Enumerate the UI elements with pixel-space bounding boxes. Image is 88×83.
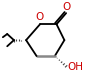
- Text: OH: OH: [68, 62, 84, 72]
- Text: O: O: [35, 12, 43, 22]
- Text: O: O: [62, 2, 70, 12]
